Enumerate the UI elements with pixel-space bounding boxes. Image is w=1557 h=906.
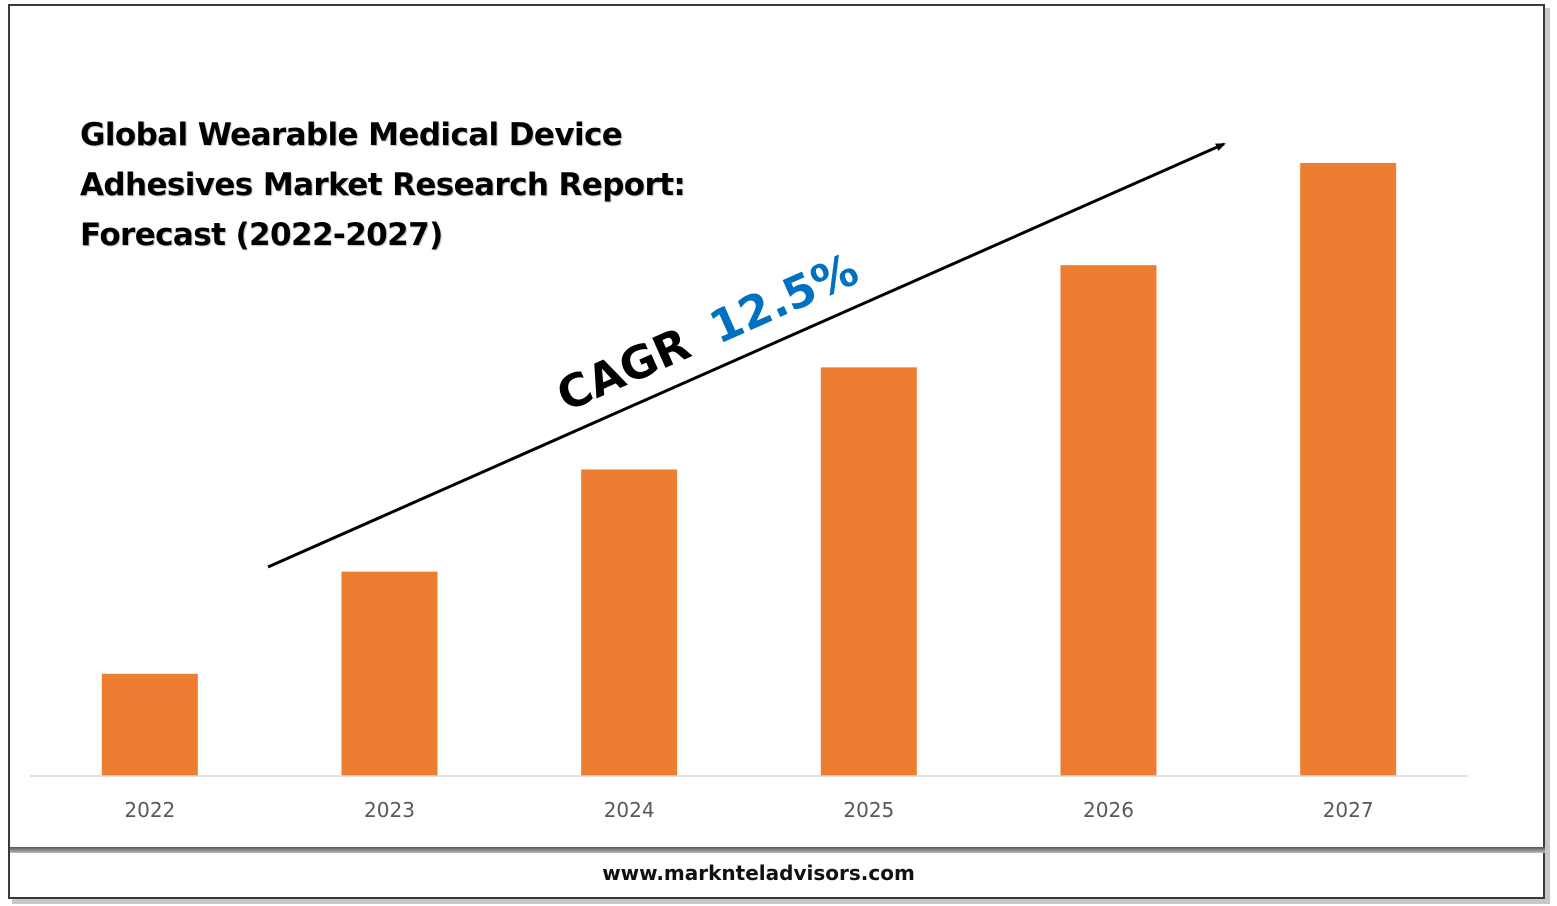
frame-shadow-bottom [12,899,1550,904]
cagr-label: CAGR [549,317,698,422]
x-tick-labels: 2022 2023 2024 2025 2026 2027 [124,798,1373,822]
bar-2026 [1060,265,1157,776]
cagr-annotation: CAGR 12.5% [549,243,866,422]
frame-shadow-right [1545,8,1550,901]
x-tick-label-2024: 2024 [604,798,655,822]
x-tick-label-2027: 2027 [1323,798,1374,822]
chart-title: Global Wearable Medical Device Adhesives… [80,110,780,260]
x-tick-label-2026: 2026 [1083,798,1134,822]
x-tick-label-2025: 2025 [843,798,894,822]
bar-2025 [820,367,917,776]
bar-2027 [1300,163,1397,776]
chart-title-line-1: Global Wearable Medical Device [80,117,623,153]
bar-2023 [341,571,438,776]
bar-2022 [101,673,198,776]
bar-2024 [581,469,678,776]
chart-title-line-2: Adhesives Market Research Report: [80,167,686,203]
chart-title-line-3: Forecast (2022-2027) [80,217,443,253]
bar-group [101,163,1397,776]
trend-arrow [267,142,1226,569]
x-tick-label-2022: 2022 [124,798,175,822]
footer-url: www.marknteladvisors.com [602,861,915,885]
x-tick-label-2023: 2023 [364,798,415,822]
footer-divider [10,847,1545,853]
chart-frame [8,4,1545,899]
